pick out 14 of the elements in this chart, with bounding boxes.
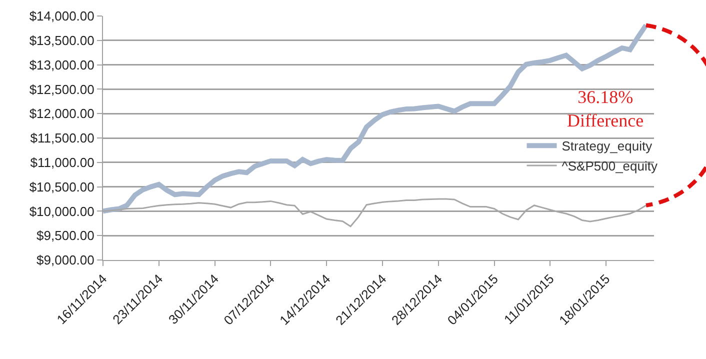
y-tick-label: $12,000.00: [29, 106, 94, 122]
y-tick-label: $14,000.00: [29, 8, 94, 24]
y-tick-label: $13,500.00: [29, 32, 94, 48]
y-tick-label: $12,500.00: [29, 82, 94, 97]
legend-label: Strategy_equity: [562, 138, 653, 154]
y-tick-label: $10,000.00: [29, 204, 94, 219]
legend-label: ^S&P500_equity: [562, 158, 658, 174]
y-tick-label: $9,000.00: [36, 252, 94, 268]
y-tick-label: $10,500.00: [29, 179, 94, 194]
annotation: 36.18% Difference: [567, 87, 644, 130]
y-tick-label: $9,500.00: [36, 228, 94, 244]
y-tick-label: $11,000.00: [30, 154, 94, 170]
y-tick-label: $13,000.00: [29, 57, 94, 72]
y-tick-label: $11,500.00: [30, 130, 94, 146]
